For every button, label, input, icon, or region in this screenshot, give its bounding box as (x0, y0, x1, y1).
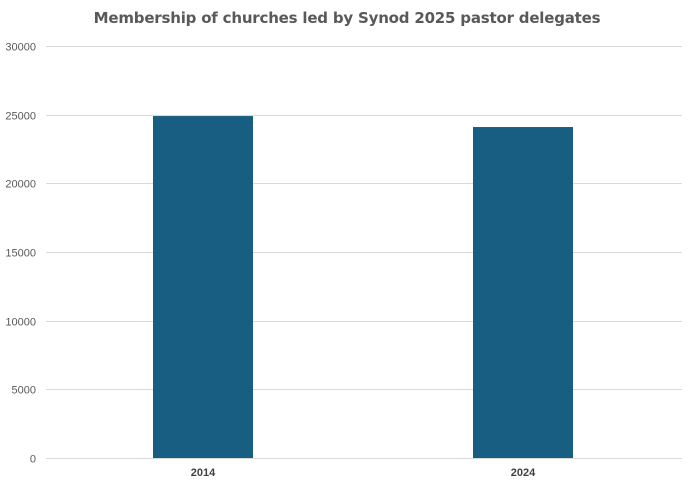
y-tick-label: 5000 (12, 385, 36, 397)
y-tick-label: 20000 (5, 179, 36, 191)
y-tick-label: 30000 (5, 42, 36, 54)
bar-2024 (473, 127, 573, 458)
y-tick-label: 0 (30, 454, 36, 466)
x-tick-label: 2024 (511, 467, 536, 479)
y-tick-label: 15000 (5, 248, 36, 260)
y-tick-label: 10000 (5, 317, 36, 329)
chart-title: Membership of churches led by Synod 2025… (93, 9, 601, 27)
x-tick-label: 2014 (191, 467, 216, 479)
bar-2014 (153, 116, 253, 458)
y-tick-label: 25000 (5, 111, 36, 123)
